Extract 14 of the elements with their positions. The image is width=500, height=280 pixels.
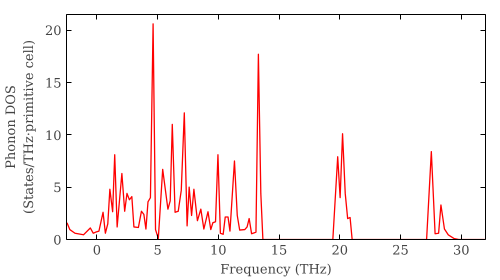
- x-tick-label: 30: [452, 244, 470, 258]
- y-tick-label: 15: [44, 76, 62, 92]
- x-tick-label: 15: [270, 244, 288, 258]
- y-tick-label: 0: [53, 234, 62, 248]
- x-axis-title: Frequency (THz): [220, 262, 332, 278]
- x-tick-label: 0: [92, 244, 102, 258]
- x-tick-label: 25: [392, 244, 409, 258]
- x-tick-label: 5: [153, 244, 162, 258]
- x-tick-label: 10: [210, 244, 227, 258]
- y-tick-label: 5: [53, 181, 62, 196]
- y-tick-label: 10: [44, 128, 62, 144]
- x-tick-label: 20: [331, 244, 348, 258]
- y-axis-title: Phonon DOS (States/THz·primitive cell): [4, 40, 37, 214]
- y-tick-label: 20: [44, 24, 62, 40]
